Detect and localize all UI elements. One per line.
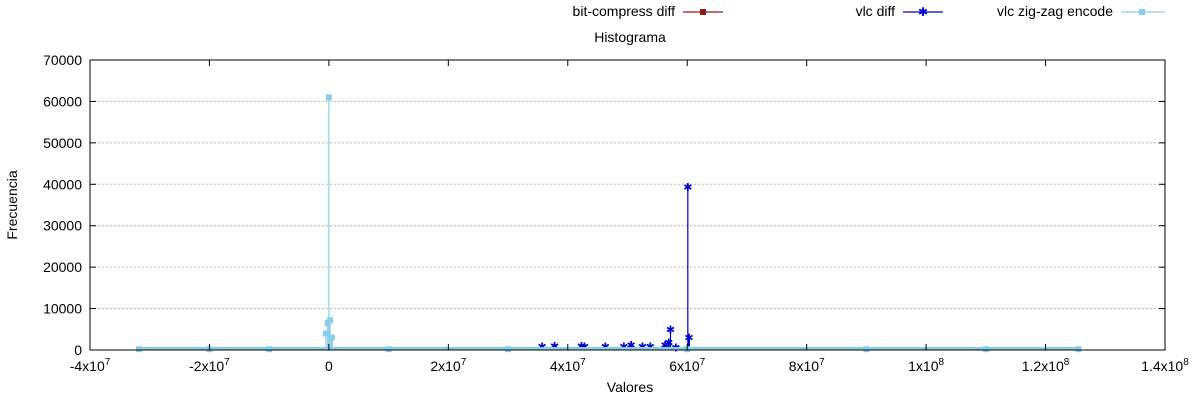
legend-entry-vlc-zig-zag: vlc zig-zag encode xyxy=(997,3,1165,19)
y-tick-label: 10000 xyxy=(43,301,82,317)
x-tick-label: 1x108 xyxy=(908,357,944,374)
y-tick-label: 70000 xyxy=(43,52,82,68)
x-tick-label: -2x107 xyxy=(189,357,230,374)
y-tick-label: 40000 xyxy=(43,176,82,192)
axis-ticks xyxy=(89,59,1166,351)
legend-label-vlc-diff: vlc diff xyxy=(856,3,896,19)
data-point xyxy=(322,330,329,337)
x-tick-label: 1.4x108 xyxy=(1141,357,1189,374)
x-tick-label: 4x107 xyxy=(550,357,586,374)
data-point xyxy=(328,334,335,341)
legend-label-vlc-zig-zag: vlc zig-zag encode xyxy=(997,3,1113,19)
data-point: ✱ xyxy=(684,333,693,345)
plot-frame xyxy=(89,59,1166,351)
y-tick-labels: 0 10000 20000 30000 40000 50000 60000 70000 xyxy=(43,52,82,358)
data-point: ✱ xyxy=(626,340,635,352)
data-point xyxy=(266,346,273,353)
legend-entry-vlc-diff: vlc diff ✱ xyxy=(856,3,943,19)
data-point: ✱ xyxy=(666,324,675,336)
y-tick-label: 30000 xyxy=(43,218,82,234)
legend-marker-bit-compress xyxy=(700,9,706,15)
legend-marker-vlc-diff: ✱ xyxy=(918,5,928,19)
x-tick-label: -4x107 xyxy=(70,357,111,374)
data-point xyxy=(1075,346,1082,353)
data-point xyxy=(982,346,989,353)
data-point: ✱ xyxy=(661,340,670,352)
data-point xyxy=(385,346,392,353)
y-tick-label: 0 xyxy=(74,342,82,358)
legend-marker-vlc-zig-zag xyxy=(1139,9,1145,15)
data-point xyxy=(327,317,334,324)
x-tick-labels: -4x107 -2x107 0 2x107 4x107 6x107 8x107 1x108 1.… xyxy=(70,357,1190,374)
legend-label-bit-compress: bit-compress diff xyxy=(573,3,676,19)
y-tick-label: 50000 xyxy=(43,135,82,151)
gridlines xyxy=(90,100,1165,310)
data-point xyxy=(325,94,332,101)
x-tick-label: 8x107 xyxy=(789,357,825,374)
legend: bit-compress diff vlc diff ✱ vlc zig-zag… xyxy=(573,3,1165,19)
data-point xyxy=(505,346,512,353)
x-tick-label: 6x107 xyxy=(669,357,705,374)
x-tick-label: 1.2x108 xyxy=(1022,357,1070,374)
x-tick-label: 2x107 xyxy=(430,357,466,374)
x-axis-title: Valores xyxy=(607,379,653,395)
legend-entry-bit-compress: bit-compress diff xyxy=(573,3,723,19)
data-point: ✱ xyxy=(683,182,692,194)
y-tick-label: 60000 xyxy=(43,93,82,109)
chart-title: Histograma xyxy=(594,29,666,45)
series-layer: ✱✱✱✱✱✱✱✱✱✱✱✱✱✱✱ xyxy=(135,94,1082,355)
y-axis-title: Frecuencia xyxy=(4,170,20,239)
data-point: ✱ xyxy=(664,338,673,350)
data-point xyxy=(135,346,142,353)
data-point: ✱ xyxy=(577,341,586,353)
series-vlc-diff: ✱✱✱✱✱✱✱✱✱✱✱✱✱✱✱ xyxy=(537,182,693,354)
y-tick-label: 20000 xyxy=(43,259,82,275)
series-vlc-zig-zag-encode xyxy=(135,94,1082,353)
x-tick-label: 0 xyxy=(325,358,333,374)
data-point xyxy=(863,346,870,353)
data-point: ✱ xyxy=(550,341,559,353)
baseline-band xyxy=(138,347,1079,350)
